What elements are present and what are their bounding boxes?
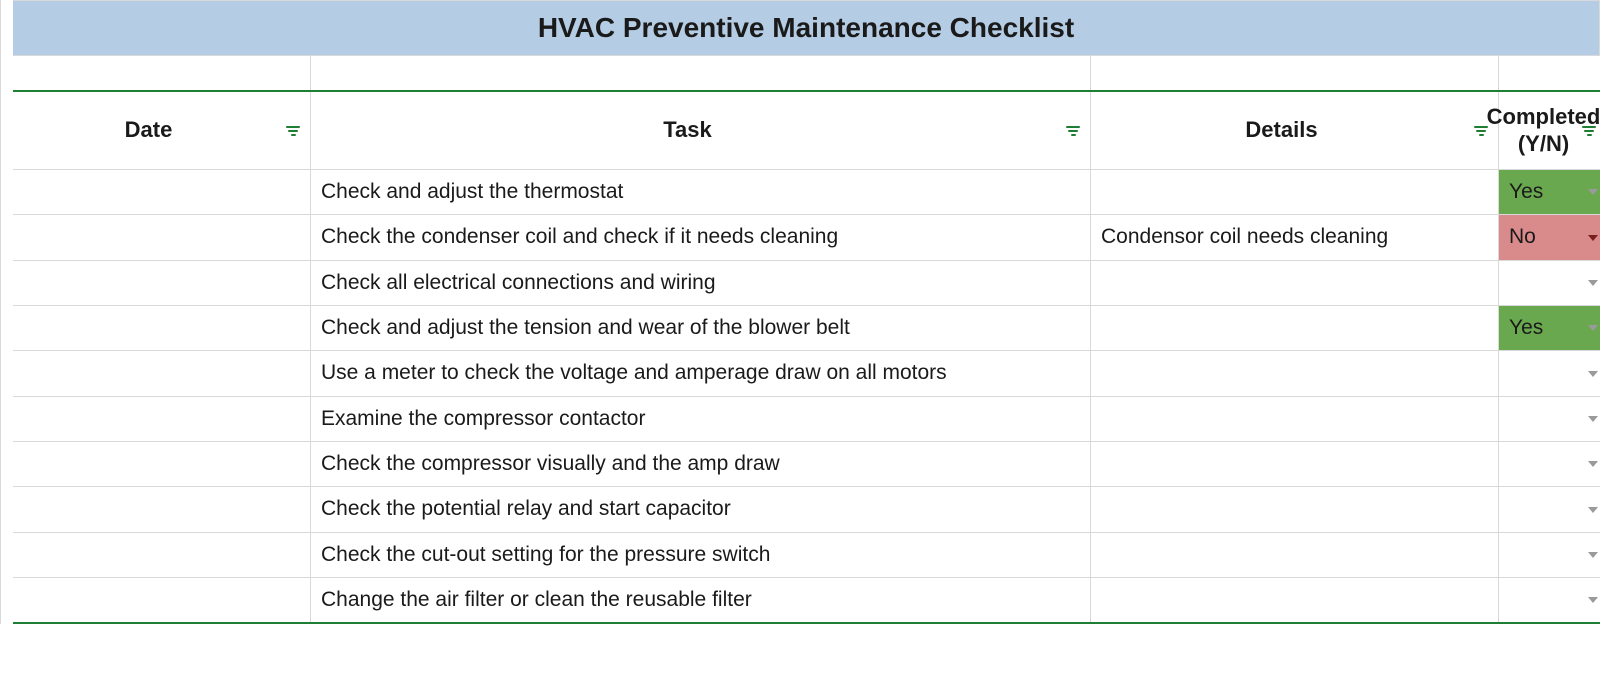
- filter-icon[interactable]: [1066, 126, 1080, 136]
- header-row: Date Task Details Completed (Y/N): [13, 92, 1600, 170]
- cell-completed-dropdown[interactable]: [1499, 351, 1600, 395]
- cell-completed-dropdown[interactable]: [1499, 397, 1600, 441]
- cell-date[interactable]: [13, 261, 311, 305]
- page-title: HVAC Preventive Maintenance Checklist: [538, 12, 1074, 44]
- cell-details[interactable]: [1091, 533, 1499, 577]
- table-row: Check the condenser coil and check if it…: [13, 215, 1600, 260]
- cell-task-value: Check the cut-out setting for the pressu…: [321, 541, 770, 569]
- chevron-down-icon[interactable]: [1588, 552, 1598, 558]
- cell-task[interactable]: Check and adjust the tension and wear of…: [311, 306, 1091, 350]
- chevron-down-icon[interactable]: [1588, 189, 1598, 195]
- cell-date[interactable]: [13, 170, 311, 214]
- chevron-down-icon[interactable]: [1588, 597, 1598, 603]
- cell-task-value: Check all electrical connections and wir…: [321, 269, 716, 297]
- chevron-down-icon[interactable]: [1588, 325, 1598, 331]
- cell-date[interactable]: [13, 578, 311, 622]
- cell-task-value: Change the air filter or clean the reusa…: [321, 586, 752, 614]
- header-date[interactable]: Date: [13, 92, 311, 169]
- cell-details[interactable]: [1091, 487, 1499, 531]
- cell-details[interactable]: [1091, 306, 1499, 350]
- cell-date[interactable]: [13, 397, 311, 441]
- table-row: Change the air filter or clean the reusa…: [13, 578, 1600, 624]
- table-row: Check and adjust the thermostat Yes: [13, 170, 1600, 215]
- cell-task[interactable]: Check the condenser coil and check if it…: [311, 215, 1091, 259]
- filter-icon[interactable]: [286, 126, 300, 136]
- cell-details[interactable]: Condensor coil needs cleaning: [1091, 215, 1499, 259]
- header-task-label: Task: [663, 117, 712, 143]
- cell-date[interactable]: [13, 215, 311, 259]
- cell-task[interactable]: Check the cut-out setting for the pressu…: [311, 533, 1091, 577]
- cell-details[interactable]: [1091, 442, 1499, 486]
- table-row: Check all electrical connections and wir…: [13, 261, 1600, 306]
- header-details-label: Details: [1245, 117, 1317, 143]
- chevron-down-icon[interactable]: [1588, 416, 1598, 422]
- cell-task-value: Check the potential relay and start capa…: [321, 495, 731, 523]
- table-row: Check the cut-out setting for the pressu…: [13, 533, 1600, 578]
- cell-date[interactable]: [13, 533, 311, 577]
- header-details[interactable]: Details: [1091, 92, 1499, 169]
- cell-completed-dropdown[interactable]: [1499, 261, 1600, 305]
- cell-completed-dropdown[interactable]: [1499, 533, 1600, 577]
- cell-task-value: Examine the compressor contactor: [321, 405, 645, 433]
- chevron-down-icon[interactable]: [1588, 371, 1598, 377]
- cell-task[interactable]: Check the potential relay and start capa…: [311, 487, 1091, 531]
- table-row: Check the potential relay and start capa…: [13, 487, 1600, 532]
- cell-task[interactable]: Change the air filter or clean the reusa…: [311, 578, 1091, 622]
- cell-details[interactable]: [1091, 397, 1499, 441]
- cell-task[interactable]: Examine the compressor contactor: [311, 397, 1091, 441]
- cell-date[interactable]: [13, 442, 311, 486]
- cell-details[interactable]: [1091, 578, 1499, 622]
- cell-task-value: Check and adjust the tension and wear of…: [321, 314, 850, 342]
- cell-completed-value: Yes: [1509, 314, 1543, 342]
- title-row: HVAC Preventive Maintenance Checklist: [13, 0, 1600, 56]
- cell-task[interactable]: Check the compressor visually and the am…: [311, 442, 1091, 486]
- chevron-down-icon[interactable]: [1588, 280, 1598, 286]
- header-task[interactable]: Task: [311, 92, 1091, 169]
- spacer-row: [13, 56, 1600, 92]
- cell-date[interactable]: [13, 306, 311, 350]
- header-date-label: Date: [125, 117, 173, 143]
- header-completed[interactable]: Completed (Y/N): [1499, 92, 1600, 169]
- cell-task[interactable]: Check all electrical connections and wir…: [311, 261, 1091, 305]
- cell-details-value: Condensor coil needs cleaning: [1101, 223, 1388, 251]
- cell-task[interactable]: Use a meter to check the voltage and amp…: [311, 351, 1091, 395]
- cell-date[interactable]: [13, 487, 311, 531]
- spreadsheet-table: HVAC Preventive Maintenance Checklist Da…: [0, 0, 1600, 624]
- cell-task[interactable]: Check and adjust the thermostat: [311, 170, 1091, 214]
- chevron-down-icon[interactable]: [1588, 507, 1598, 513]
- cell-completed-dropdown[interactable]: Yes: [1499, 170, 1600, 214]
- cell-details[interactable]: [1091, 261, 1499, 305]
- chevron-down-icon[interactable]: [1588, 461, 1598, 467]
- cell-task-value: Use a meter to check the voltage and amp…: [321, 359, 947, 387]
- cell-task-value: Check the compressor visually and the am…: [321, 450, 780, 478]
- cell-completed-dropdown[interactable]: [1499, 487, 1600, 531]
- cell-completed-value: No: [1509, 223, 1536, 251]
- chevron-down-icon[interactable]: [1588, 235, 1598, 241]
- cell-task-value: Check the condenser coil and check if it…: [321, 223, 838, 251]
- cell-completed-dropdown[interactable]: [1499, 578, 1600, 622]
- table-row: Examine the compressor contactor: [13, 397, 1600, 442]
- cell-completed-dropdown[interactable]: No: [1499, 215, 1600, 259]
- cell-details[interactable]: [1091, 351, 1499, 395]
- table-row: Check and adjust the tension and wear of…: [13, 306, 1600, 351]
- cell-completed-dropdown[interactable]: Yes: [1499, 306, 1600, 350]
- cell-task-value: Check and adjust the thermostat: [321, 178, 623, 206]
- cell-date[interactable]: [13, 351, 311, 395]
- cell-completed-dropdown[interactable]: [1499, 442, 1600, 486]
- cell-completed-value: Yes: [1509, 178, 1543, 206]
- table-row: Check the compressor visually and the am…: [13, 442, 1600, 487]
- cell-details[interactable]: [1091, 170, 1499, 214]
- filter-icon[interactable]: [1582, 126, 1596, 136]
- table-row: Use a meter to check the voltage and amp…: [13, 351, 1600, 396]
